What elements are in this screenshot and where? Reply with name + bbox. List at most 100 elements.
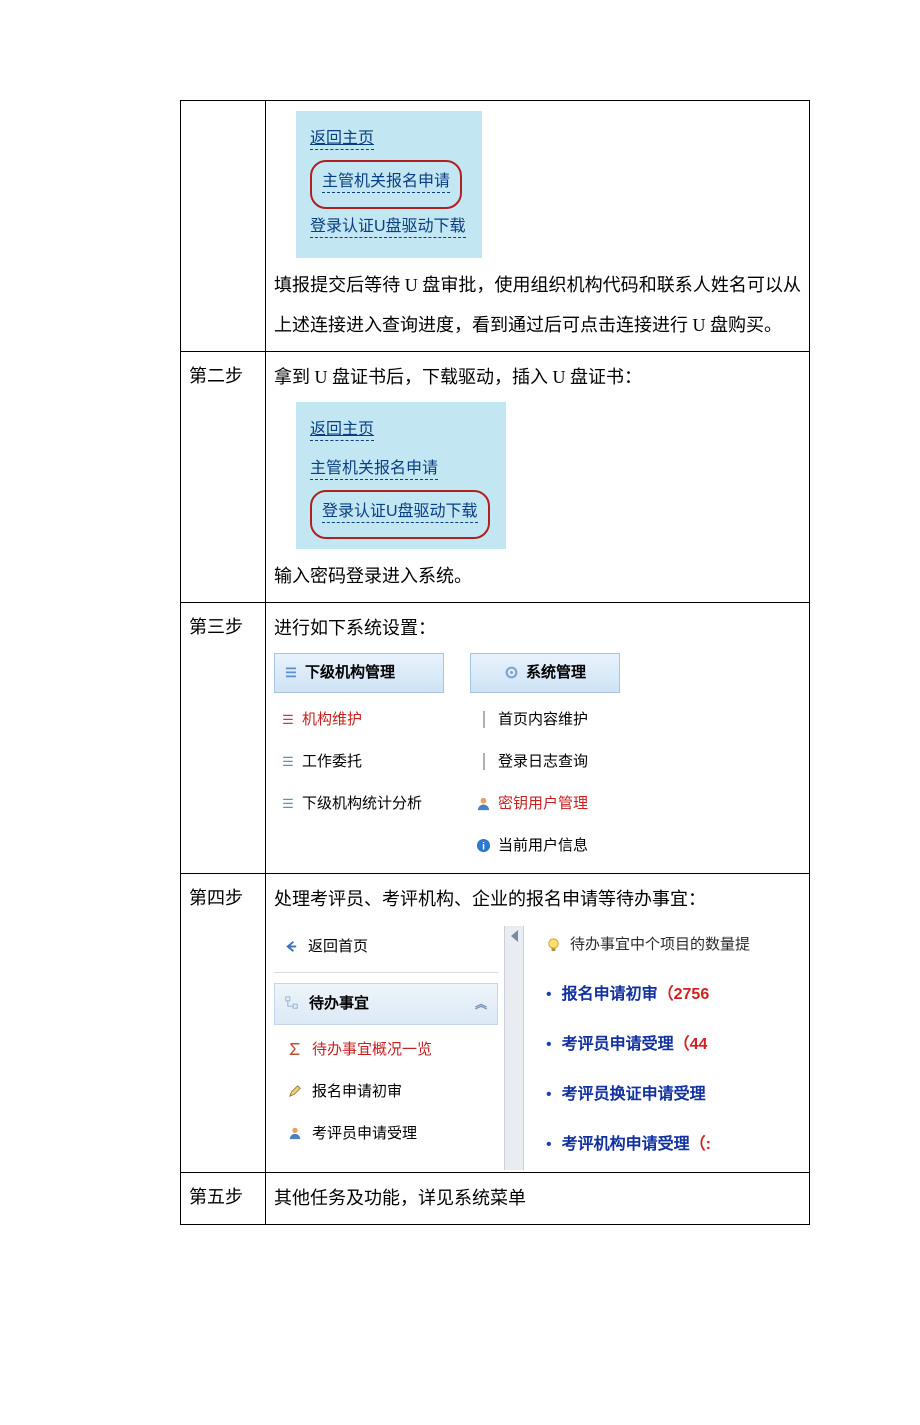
usb-driver-link[interactable]: 登录认证U盘驱动下载 [322,504,478,523]
step1-links-panel: 返回主页 主管机关报名申请 登录认证U盘驱动下载 [296,111,482,258]
menu-label: 当前用户信息 [498,831,588,861]
bulb-icon [546,937,562,953]
step5-body: 其他任务及功能，详见系统菜单 [274,1188,526,1208]
task-list: 报名申请初审（2756 考评员申请受理（44 考评员换证申请受理 考评机构申请受… [546,970,750,1170]
step5-label: 第五步 [181,1172,266,1225]
menu-label: 工作委托 [302,747,362,777]
menu-label: 首页内容维护 [498,705,588,735]
sigma-icon [288,1042,304,1058]
step1-content-cell: 返回主页 主管机关报名申请 登录认证U盘驱动下载 填报提交后等待 U 盘审批，使… [266,101,810,352]
user-icon [288,1126,304,1142]
menu-item-todo-overview[interactable]: 待办事宜概况一览 [274,1029,498,1071]
tip-row: 待办事宜中个项目的数量提 [546,930,750,960]
menu-item-apply-first-review[interactable]: 报名申请初审 [274,1071,498,1113]
return-home[interactable]: 返回首页 [274,926,498,973]
menu-label: 密钥用户管理 [498,789,588,819]
menu-label: 报名申请初审 [312,1077,402,1107]
sys-mgmt-panel: 系统管理 首页内容维护 登录日志查询 密钥用户管 [470,653,620,867]
menu-item-work-delegate[interactable]: ☰ 工作委托 [274,741,444,783]
list-icon: ☰ [280,754,296,770]
menu-item-key-user-mgmt[interactable]: 密钥用户管理 [470,783,620,825]
sub-org-list: ☰ 机构维护 ☰ 工作委托 ☰ 下级机构统计分析 [274,699,444,825]
todo-summary: 待办事宜中个项目的数量提 报名申请初审（2756 考评员申请受理（44 考评员换… [524,926,750,1170]
step5-row: 第五步 其他任务及功能，详见系统菜单 [181,1172,810,1225]
home-link[interactable]: 返回主页 [310,131,374,150]
tip-text: 待办事宜中个项目的数量提 [570,930,750,960]
step4-ui: 返回首页 待办事宜 ︽ 待办事 [274,926,801,1170]
step1-row: 返回主页 主管机关报名申请 登录认证U盘驱动下载 填报提交后等待 U 盘审批，使… [181,101,810,352]
step2-links-panel: 返回主页 主管机关报名申请 登录认证U盘驱动下载 [296,402,506,549]
task-org-apply[interactable]: 考评机构申请受理（: [546,1120,750,1170]
menu-item-homepage-maintain[interactable]: 首页内容维护 [470,699,620,741]
document-icon [476,712,492,728]
menu-label: 机构维护 [302,705,362,735]
task-label: 考评员申请受理 [562,1036,674,1053]
task-examiner-apply[interactable]: 考评员申请受理（44 [546,1020,750,1070]
menu-label: 登录日志查询 [498,747,588,777]
menu-label: 待办事宜概况一览 [312,1035,432,1065]
task-count: （44 [674,1036,708,1053]
sys-mgmt-header-text: 系统管理 [526,658,586,688]
menu-item-login-log[interactable]: 登录日志查询 [470,741,620,783]
menu-label: 考评员申请受理 [312,1119,417,1149]
svg-text:i: i [482,841,485,852]
step1-body-text: 填报提交后等待 U 盘审批，使用组织机构代码和联系人姓名可以从上述连接进入查询进… [274,266,801,345]
task-label: 考评机构申请受理 [562,1136,690,1153]
step4-intro: 处理考评员、考评机构、企业的报名申请等待办事宜： [274,880,801,920]
todo-sidebar: 返回首页 待办事宜 ︽ 待办事 [274,926,504,1170]
collapse-handle[interactable] [504,926,524,1170]
todo-side-list: 待办事宜概况一览 报名申请初审 考评员申请受理 [274,1025,498,1155]
sub-org-header-text: 下级机构管理 [305,658,395,688]
task-label: 考评员换证申请受理 [562,1086,706,1103]
step3-intro: 进行如下系统设置： [274,609,801,649]
step1-label-cell [181,101,266,352]
task-apply-first-review[interactable]: 报名申请初审（2756 [546,970,750,1020]
step4-row: 第四步 处理考评员、考评机构、企业的报名申请等待办事宜： 返回首页 待办事宜 [181,873,810,1172]
return-home-label: 返回首页 [308,932,368,962]
task-count: （: [690,1136,711,1153]
gear-icon [504,665,520,681]
apply-link[interactable]: 主管机关报名申请 [322,174,450,193]
menu-item-current-user[interactable]: i 当前用户信息 [470,825,620,867]
sys-mgmt-header[interactable]: 系统管理 [470,653,620,693]
step2-intro: 拿到 U 盘证书后，下载驱动，插入 U 盘证书： [274,358,801,398]
list-icon: ☰ [280,796,296,812]
triangle-left-icon [511,930,518,942]
todo-header-text: 待办事宜 [309,989,369,1019]
chevron-up-icon: ︽ [475,992,487,1016]
back-icon [284,939,300,955]
step5-content-cell: 其他任务及功能，详见系统菜单 [266,1172,810,1225]
step3-content-cell: 进行如下系统设置： ☰ 下级机构管理 ☰ 机构维护 ☰ 工作委托 [266,603,810,874]
pencil-icon [288,1084,304,1100]
user-icon [476,796,492,812]
todo-accordion-header[interactable]: 待办事宜 ︽ [274,983,498,1025]
sub-org-panel: ☰ 下级机构管理 ☰ 机构维护 ☰ 工作委托 ☰ 下级机构统计分析 [274,653,444,867]
menu-item-examiner-apply[interactable]: 考评员申请受理 [274,1113,498,1155]
list-icon: ☰ [283,665,299,681]
task-examiner-renew[interactable]: 考评员换证申请受理 [546,1070,750,1120]
grid-icon [476,754,492,770]
usb-driver-link[interactable]: 登录认证U盘驱动下载 [310,219,466,238]
info-icon: i [476,838,492,854]
task-count: （2756 [658,986,710,1003]
step2-content-cell: 拿到 U 盘证书后，下载驱动，插入 U 盘证书： 返回主页 主管机关报名申请 登… [266,352,810,603]
step3-panels: ☰ 下级机构管理 ☰ 机构维护 ☰ 工作委托 ☰ 下级机构统计分析 [274,653,801,867]
steps-table: 返回主页 主管机关报名申请 登录认证U盘驱动下载 填报提交后等待 U 盘审批，使… [180,100,810,1225]
list-icon: ☰ [280,712,296,728]
step4-content-cell: 处理考评员、考评机构、企业的报名申请等待办事宜： 返回首页 待办事宜 [266,873,810,1172]
step3-row: 第三步 进行如下系统设置： ☰ 下级机构管理 ☰ 机构维护 ☰ 工作委托 [181,603,810,874]
step2-outro: 输入密码登录进入系统。 [274,557,801,597]
step2-label: 第二步 [181,352,266,603]
step2-row: 第二步 拿到 U 盘证书后，下载驱动，插入 U 盘证书： 返回主页 主管机关报名… [181,352,810,603]
step3-label: 第三步 [181,603,266,874]
menu-label: 下级机构统计分析 [302,789,422,819]
step4-label: 第四步 [181,873,266,1172]
sys-mgmt-list: 首页内容维护 登录日志查询 密钥用户管理 i [470,699,620,867]
home-link[interactable]: 返回主页 [310,422,374,441]
document-page: 返回主页 主管机关报名申请 登录认证U盘驱动下载 填报提交后等待 U 盘审批，使… [0,0,920,1425]
task-label: 报名申请初审 [562,986,658,1003]
menu-item-org-maintain[interactable]: ☰ 机构维护 [274,699,444,741]
apply-link[interactable]: 主管机关报名申请 [310,461,438,480]
sub-org-header[interactable]: ☰ 下级机构管理 [274,653,444,693]
menu-item-sub-org-stats[interactable]: ☰ 下级机构统计分析 [274,783,444,825]
